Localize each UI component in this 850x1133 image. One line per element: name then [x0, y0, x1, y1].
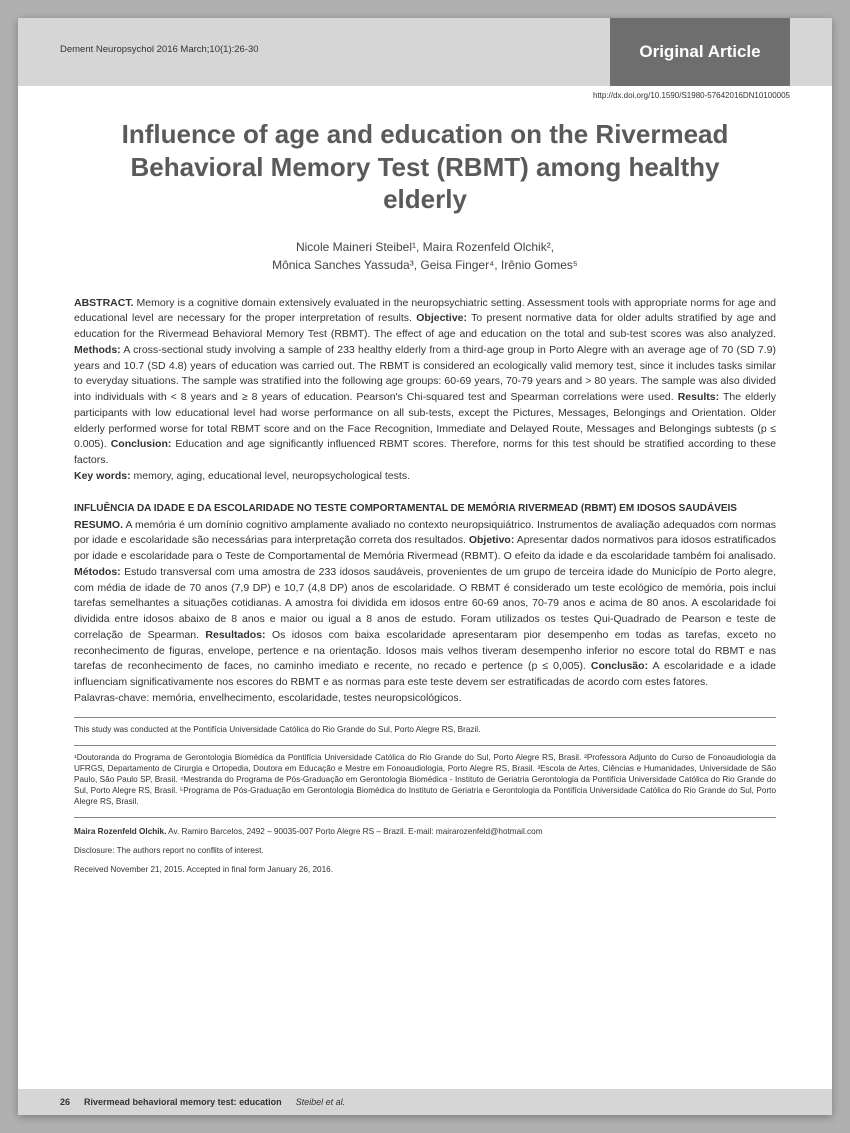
abstract-portuguese: RESUMO. A memória é um domínio cognitivo…	[74, 518, 776, 707]
page: Dement Neuropsychol 2016 March;10(1):26-…	[18, 18, 832, 1115]
affiliations: ¹Doutoranda do Programa de Gerontologia …	[74, 752, 776, 807]
divider	[74, 717, 776, 718]
keywords-text: memory, aging, educational level, neurop…	[131, 470, 410, 482]
authors-line-1: Nicole Maineri Steibel¹, Maira Rozenfeld…	[296, 240, 554, 254]
author-list: Nicole Maineri Steibel¹, Maira Rozenfeld…	[88, 238, 762, 274]
abstract-pt-title: INFLUÊNCIA DA IDADE E DA ESCOLARIDADE NO…	[74, 501, 776, 516]
palavras-chave-text: memória, envelhecimento, escolaridade, t…	[149, 692, 461, 704]
footer-authors: Steibel et al.	[296, 1097, 346, 1107]
article-type-badge: Original Article	[610, 18, 790, 86]
divider	[74, 745, 776, 746]
abstract-english: ABSTRACT. Memory is a cognitive domain e…	[74, 296, 776, 485]
study-location-note: This study was conducted at the Pontifíc…	[74, 724, 776, 735]
header-bar: Dement Neuropsychol 2016 March;10(1):26-…	[18, 18, 832, 86]
palavras-chave-label: Palavras-chave:	[74, 692, 149, 704]
footer-bar: 26 Rivermead behavioral memory test: edu…	[18, 1089, 832, 1115]
authors-line-2: Mônica Sanches Yassuda³, Geisa Finger⁴, …	[272, 258, 578, 272]
divider	[74, 817, 776, 818]
abstract-label: ABSTRACT.	[74, 297, 134, 309]
page-number: 26	[60, 1097, 70, 1107]
resumo-label: RESUMO.	[74, 519, 123, 531]
disclosure: Disclosure: The authors report no confli…	[74, 845, 776, 856]
correspondence: Maira Rozenfeld Olchik. Av. Ramiro Barce…	[74, 826, 776, 837]
article-type-label: Original Article	[639, 42, 760, 62]
doi-link[interactable]: http://dx.doi.org/10.1590/S1980-57642016…	[593, 91, 790, 100]
journal-citation: Dement Neuropsychol 2016 March;10(1):26-…	[60, 44, 259, 55]
article-title: Influence of age and education on the Ri…	[88, 118, 762, 216]
dates: Received November 21, 2015. Accepted in …	[74, 864, 776, 875]
correspondence-name: Maira Rozenfeld Olchik.	[74, 827, 166, 836]
running-title: Rivermead behavioral memory test: educat…	[84, 1097, 282, 1107]
keywords-label: Key words:	[74, 470, 131, 482]
